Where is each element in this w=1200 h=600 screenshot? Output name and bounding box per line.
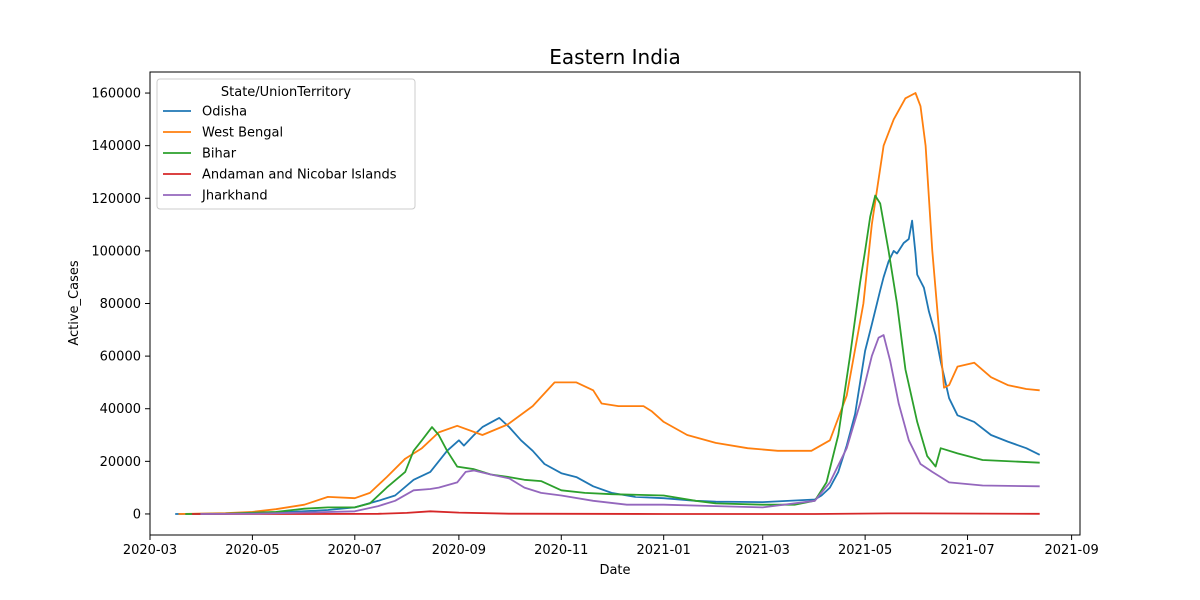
x-tick-label: 2020-07	[328, 543, 382, 558]
legend-entries: Odisha West Bengal Bihar Andaman and Nicoba…	[163, 105, 397, 204]
x-tick-label: 2020-03	[123, 543, 177, 558]
x-tick-label: 2021-03	[736, 543, 790, 558]
series-line-jharkhand	[200, 334, 1040, 515]
y-tick-label: 120000	[91, 192, 141, 207]
legend-label: Odisha	[202, 105, 247, 120]
legend-label: Jharkhand	[201, 189, 268, 204]
legend-title: State/UnionTerritory	[221, 85, 352, 100]
series-line-west-bengal	[178, 92, 1040, 515]
series-line-bihar	[185, 194, 1040, 515]
x-tick-label: 2020-09	[432, 543, 486, 558]
x-tick-label: 2021-01	[637, 543, 691, 558]
legend: State/UnionTerritory Odisha West Bengal Bi…	[156, 78, 416, 210]
legend-label: Bihar	[202, 147, 237, 162]
y-tick-label: 20000	[100, 455, 141, 470]
series-line-andaman-and-nicobar-islands	[192, 510, 1040, 515]
x-tick-label: 2021-05	[838, 543, 892, 558]
legend-label: Andaman and Nicobar Islands	[202, 168, 397, 183]
y-tick-label: 60000	[100, 350, 141, 365]
x-tick-label: 2020-11	[534, 543, 588, 558]
y-tick-label: 0	[133, 507, 141, 522]
y-tick-label: 80000	[100, 297, 141, 312]
y-tick-label: 160000	[91, 87, 141, 102]
y-tick-label: 140000	[91, 139, 141, 154]
y-axis-label: Active_Cases	[67, 260, 82, 346]
legend-label: West Bengal	[202, 126, 283, 141]
x-axis-label: Date	[599, 563, 630, 578]
x-tick-label: 2021-09	[1044, 543, 1098, 558]
y-tick-label: 100000	[91, 244, 141, 259]
y-tick-label: 40000	[100, 402, 141, 417]
legend-box	[156, 78, 416, 210]
series-layer	[175, 92, 1041, 515]
y-axis: 0 20000 40000 60000 80000 100000 120000 140000 1…	[91, 87, 150, 522]
x-tick-label: 2020-05	[225, 543, 279, 558]
x-tick-label: 2021-07	[940, 543, 994, 558]
x-axis: 2020-03 2020-05 2020-07 2020-09 2020-11 2021-…	[123, 535, 1099, 558]
chart-title: Eastern India	[549, 45, 680, 69]
